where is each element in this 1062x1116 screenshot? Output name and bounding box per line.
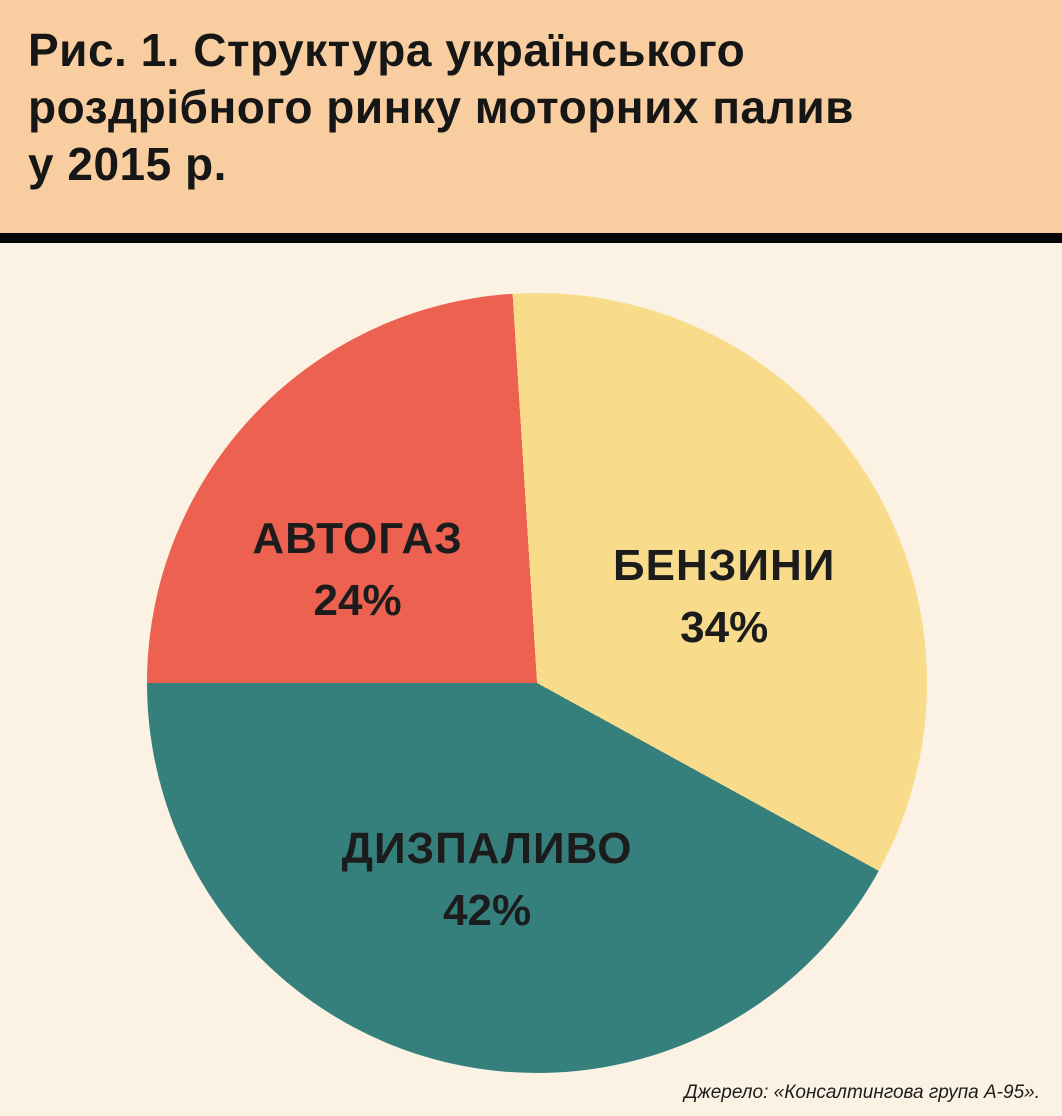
slice-name-benzyny: БЕНЗИНИ xyxy=(613,541,836,591)
slice-name-avtogaz: АВТОГАЗ xyxy=(252,513,463,563)
slice-percent-dyzpalyvo: 42% xyxy=(443,886,532,936)
source-note: Джерело: «Консалтингова група А-95». xyxy=(684,1082,1040,1103)
slice-percent-benzyny: 34% xyxy=(680,603,769,653)
figure-title-line-2: роздрібного ринку моторних палив xyxy=(28,81,854,133)
slice-label-dyzpalyvo: ДИЗПАЛИВО 42% xyxy=(342,824,633,936)
slice-name-dyzpalyvo: ДИЗПАЛИВО xyxy=(341,824,633,874)
chart-area: АВТОГАЗ 24% БЕНЗИНИ 34% ДИЗПАЛИВО 42% Дж… xyxy=(0,293,1062,1103)
pie-chart xyxy=(147,293,927,1073)
figure-header: Рис. 1. Структура українського роздрібно… xyxy=(0,0,1062,233)
header-divider xyxy=(0,233,1062,243)
slice-label-avtogaz: АВТОГАЗ 24% xyxy=(252,514,462,626)
figure-title-line-3: у 2015 р. xyxy=(28,138,227,190)
slice-percent-avtogaz: 24% xyxy=(313,575,402,625)
slice-label-benzyny: БЕНЗИНИ 34% xyxy=(613,541,835,653)
pie-chart-container: АВТОГАЗ 24% БЕНЗИНИ 34% ДИЗПАЛИВО 42% xyxy=(147,293,927,1073)
figure-title-line-1: Рис. 1. Структура українського xyxy=(28,24,746,76)
